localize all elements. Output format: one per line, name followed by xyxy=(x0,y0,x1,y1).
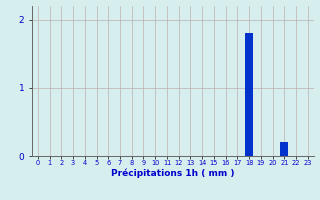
Bar xyxy=(245,33,253,156)
Bar xyxy=(280,142,288,156)
X-axis label: Précipitations 1h ( mm ): Précipitations 1h ( mm ) xyxy=(111,169,235,178)
